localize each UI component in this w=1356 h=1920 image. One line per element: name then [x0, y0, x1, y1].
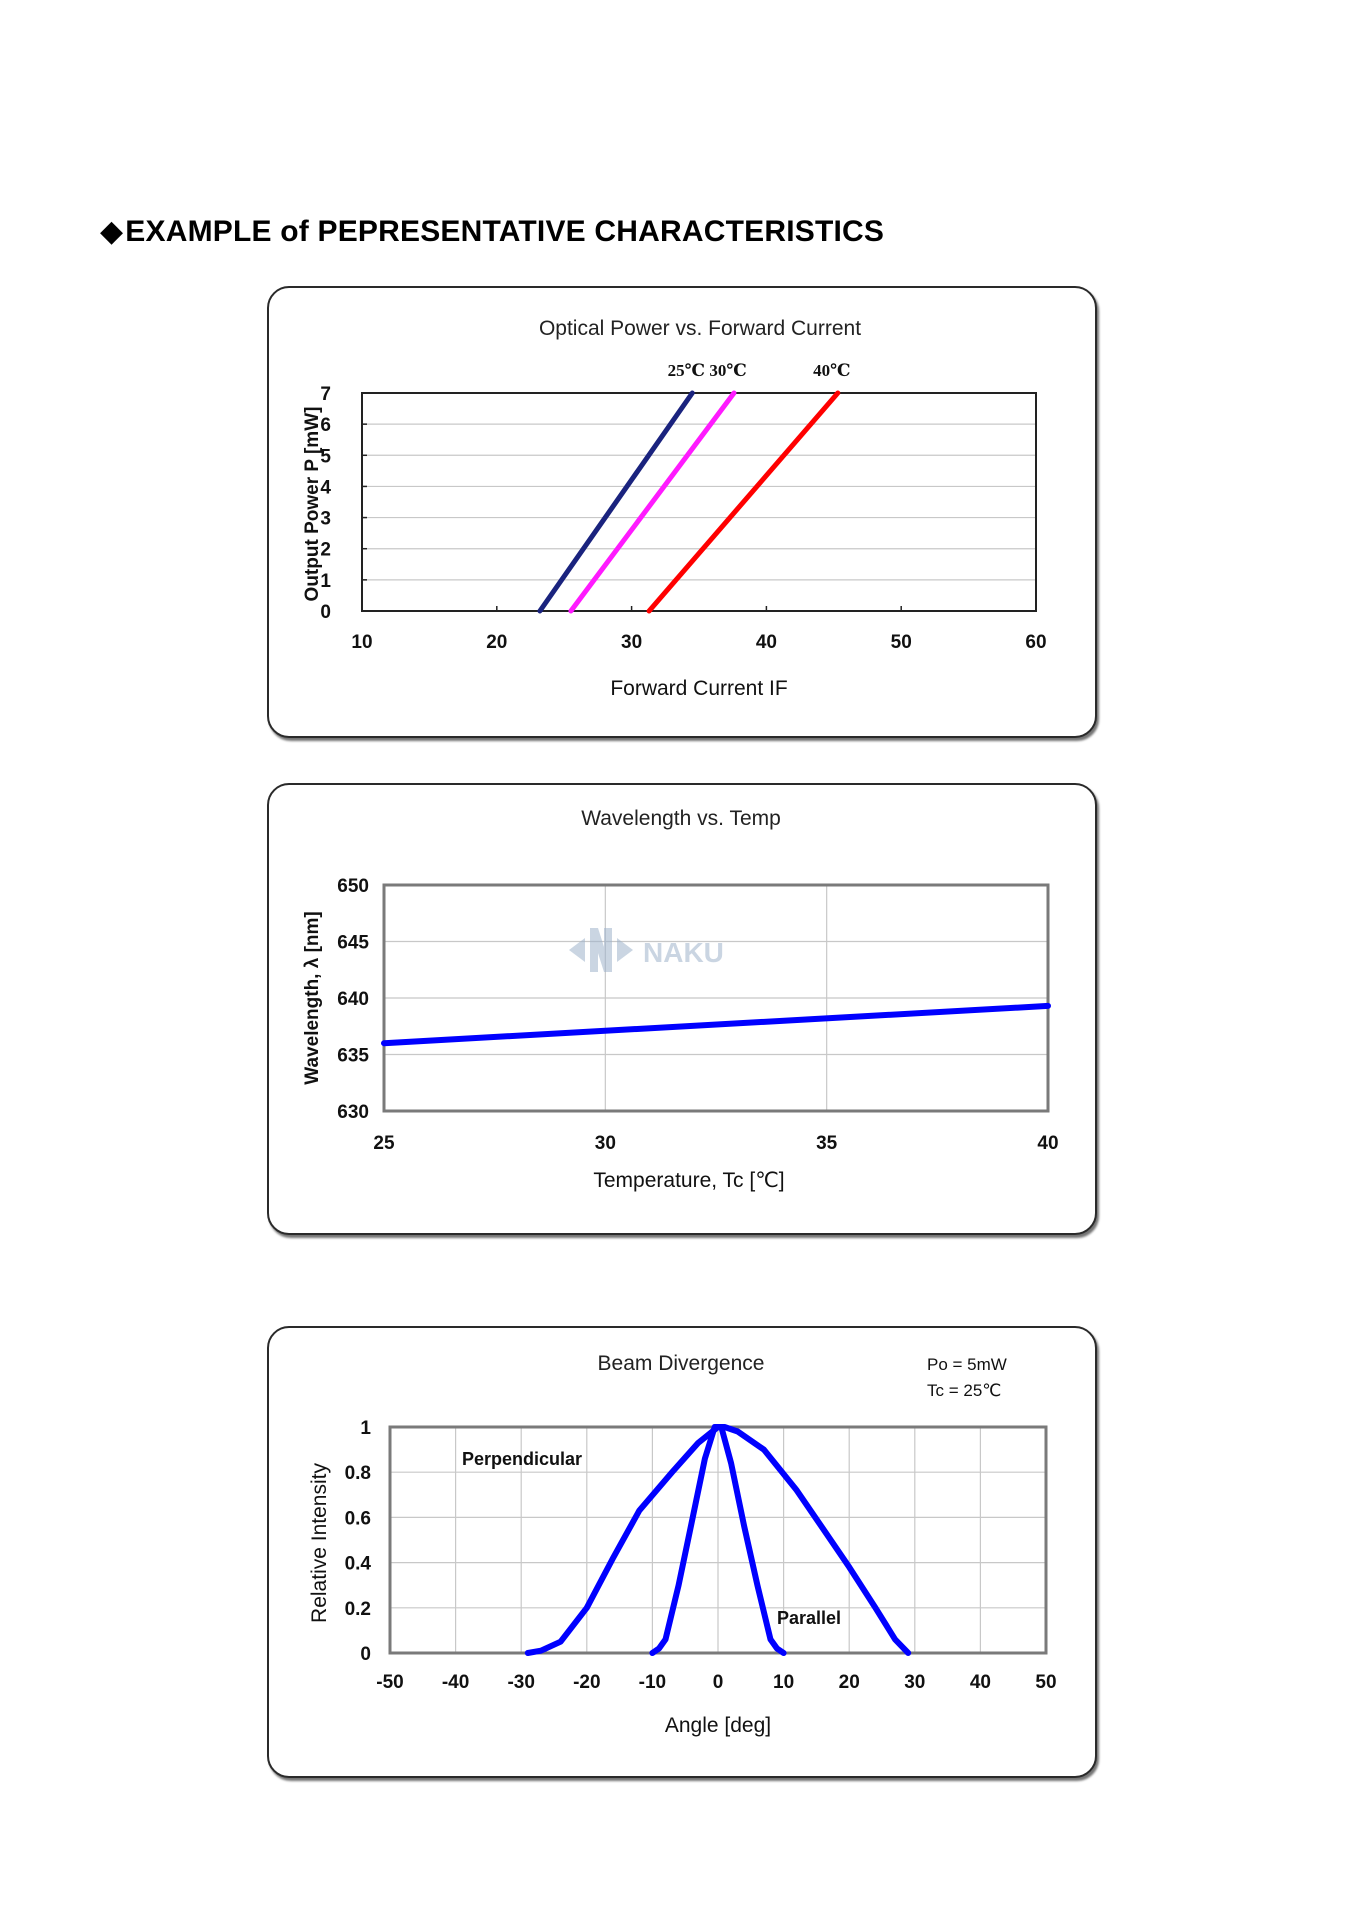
x-tick-label: -10 [639, 1672, 666, 1693]
x-tick-label: 40 [756, 632, 777, 653]
series-30-line [568, 390, 737, 614]
plot-frame [361, 392, 1037, 612]
y-tick-label: 4 [320, 477, 331, 498]
annotation-perpendicular: Perpendicular [462, 1449, 582, 1469]
y-tick-label: 3 [320, 509, 331, 530]
condition-power: Po = 5mW [927, 1355, 1007, 1374]
x-tick-label: 50 [891, 632, 912, 653]
series-label: 40℃ [813, 361, 850, 380]
series-parallel-line [649, 1424, 787, 1656]
x-tick-label: 10 [773, 1672, 794, 1693]
naku-watermark-logo: NAKU [569, 928, 724, 972]
x-tick-label: 30 [595, 1133, 616, 1154]
y-tick-label: 650 [337, 876, 369, 897]
x-tick-label: -30 [507, 1672, 534, 1693]
y-axis-label: Relative Intensity [308, 1463, 331, 1623]
x-tick-label: 20 [839, 1672, 860, 1693]
y-tick-label: 1 [360, 1418, 371, 1439]
chart-title: Optical Power vs. Forward Current [539, 317, 861, 340]
x-tick-label: -50 [376, 1672, 403, 1693]
y-tick-label: 635 [337, 1046, 369, 1067]
x-tick-label: 40 [1037, 1133, 1058, 1154]
x-tick-label: 25 [373, 1133, 395, 1154]
x-tick-label: -20 [573, 1672, 600, 1693]
y-tick-label: 640 [337, 989, 369, 1010]
y-tick-label: 7 [320, 384, 331, 405]
y-tick-label: 0 [320, 602, 331, 623]
y-tick-label: 6 [320, 415, 331, 436]
chart-title: Wavelength vs. Temp [581, 807, 781, 830]
x-tick-label: 10 [351, 632, 372, 653]
x-tick-label: 0 [713, 1672, 724, 1693]
condition-temperature: Tc = 25℃ [927, 1381, 1001, 1400]
x-tick-label: 35 [816, 1133, 838, 1154]
series-25-line [537, 390, 695, 614]
series-label: 30℃ [709, 361, 746, 380]
wavelength-chart-panel: Wavelength vs. Temp 25 30 35 40 630 635 640 64… [267, 783, 1097, 1235]
y-tick-label: 0.4 [345, 1554, 372, 1575]
page-heading: ◆EXAMPLE of PEPRESENTATIVE CHARACTERISTI… [100, 214, 884, 249]
annotation-parallel: Parallel [777, 1608, 841, 1628]
series-label: 25℃ [668, 361, 705, 380]
chart-title: Beam Divergence [598, 1352, 765, 1375]
y-tick-label: 0.6 [345, 1508, 371, 1529]
y-tick-label: 2 [320, 540, 331, 561]
x-tick-label: 60 [1025, 632, 1046, 653]
x-tick-label: 20 [486, 632, 507, 653]
y-axis-label: Output Power P [mW] [302, 407, 323, 602]
diamond-bullet-icon: ◆ [100, 215, 124, 248]
x-axis-label: Angle [deg] [665, 1714, 771, 1737]
beam-divergence-chart: Beam Divergence Po = 5mW Tc = 25℃ -50 -40… [308, 1352, 1057, 1737]
watermark-text: NAKU [643, 937, 724, 968]
series-40-line [646, 390, 841, 614]
x-tick-label: 40 [970, 1672, 991, 1693]
optical-power-chart-panel: Optical Power vs. Forward Current 10 20 30… [267, 286, 1097, 738]
y-tick-label: 1 [320, 571, 331, 592]
x-tick-label: 30 [904, 1672, 925, 1693]
optical-power-chart: Optical Power vs. Forward Current 10 20 30… [302, 317, 1047, 700]
x-tick-label: 30 [621, 632, 642, 653]
y-tick-label: 645 [337, 933, 369, 954]
y-tick-label: 5 [320, 446, 331, 467]
heading-text: EXAMPLE of PEPRESENTATIVE CHARACTERISTIC… [125, 215, 885, 248]
y-axis-label: Wavelength, λ [nm] [302, 911, 323, 1084]
y-tick-label: 630 [337, 1102, 369, 1123]
series-line [381, 1002, 1051, 1047]
x-tick-label: 50 [1035, 1672, 1056, 1693]
x-axis-label: Forward Current IF [610, 677, 787, 700]
y-tick-label: 0 [360, 1644, 371, 1665]
wavelength-chart: Wavelength vs. Temp 25 30 35 40 630 635 640 64… [302, 807, 1059, 1192]
x-tick-label: -40 [442, 1672, 469, 1693]
y-tick-label: 0.8 [345, 1463, 371, 1484]
y-tick-label: 0.2 [345, 1599, 371, 1620]
beam-divergence-chart-panel: Beam Divergence Po = 5mW Tc = 25℃ -50 -40… [267, 1326, 1097, 1778]
x-axis-label: Temperature, Tc [℃] [593, 1169, 784, 1192]
plot-frame [382, 883, 1050, 1113]
